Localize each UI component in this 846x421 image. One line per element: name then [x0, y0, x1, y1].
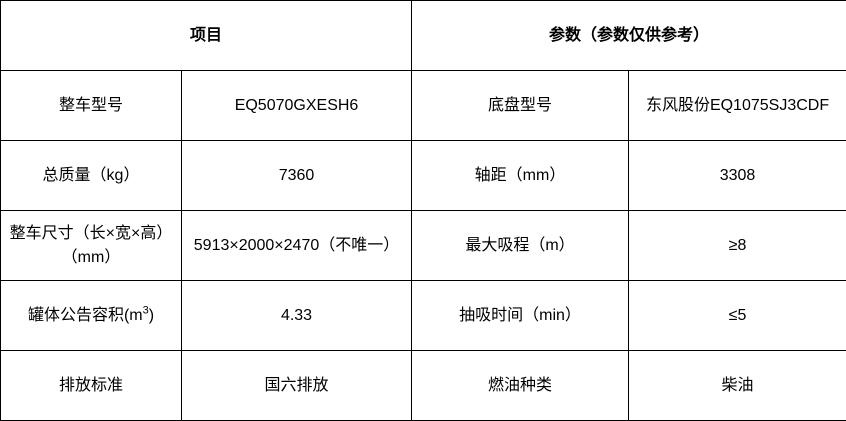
value-suction-time: ≤5 — [628, 280, 846, 351]
label-wheelbase: 轴距（mm） — [411, 140, 630, 211]
table-row: 罐体公告容积(m3) 4.33 抽吸时间（min） ≤5 — [0, 280, 846, 351]
label-fuel-type: 燃油种类 — [411, 350, 630, 421]
label-tank-volume: 罐体公告容积(m3) — [0, 280, 182, 351]
label-dimensions-line2: （mm） — [61, 248, 121, 266]
label-vehicle-model: 整车型号 — [0, 70, 182, 141]
label-dimensions: 整车尺寸（长×宽×高） （mm） — [0, 210, 182, 281]
value-tank-volume: 4.33 — [180, 280, 413, 351]
header-params: 参数（参数仅供参考） — [411, 0, 846, 71]
table-row: 排放标准 国六排放 燃油种类 柴油 — [0, 350, 846, 421]
label-tank-volume-text: 罐体公告容积(m — [27, 306, 143, 324]
value-chassis-model: 东风股份EQ1075SJ3CDF — [628, 70, 846, 141]
header-item: 项目 — [0, 0, 413, 71]
value-gross-weight: 7360 — [180, 140, 413, 211]
value-vehicle-model: EQ5070GXESH6 — [180, 70, 413, 141]
value-emission-standard: 国六排放 — [180, 350, 413, 421]
label-tank-volume-superscript: 3 — [142, 304, 149, 317]
label-suction-time: 抽吸时间（min） — [411, 280, 630, 351]
table-row: 整车尺寸（长×宽×高） （mm） 5913×2000×2470（不唯一） 最大吸… — [0, 210, 846, 281]
label-dimensions-line1: 整车尺寸（长×宽×高） — [9, 225, 173, 243]
label-max-suction-range: 最大吸程（m） — [411, 210, 630, 281]
label-tank-volume-close: ) — [148, 306, 155, 324]
header-row: 项目 参数（参数仅供参考） — [0, 0, 846, 71]
label-chassis-model: 底盘型号 — [411, 70, 630, 141]
label-gross-weight: 总质量（kg） — [0, 140, 182, 211]
table-row: 整车型号 EQ5070GXESH6 底盘型号 东风股份EQ1075SJ3CDF — [0, 70, 846, 141]
value-dimensions: 5913×2000×2470（不唯一） — [180, 210, 413, 281]
value-wheelbase: 3308 — [628, 140, 846, 211]
table-row: 总质量（kg） 7360 轴距（mm） 3308 — [0, 140, 846, 211]
value-fuel-type: 柴油 — [628, 350, 846, 421]
value-max-suction-range: ≥8 — [628, 210, 846, 281]
label-emission-standard: 排放标准 — [0, 350, 182, 421]
